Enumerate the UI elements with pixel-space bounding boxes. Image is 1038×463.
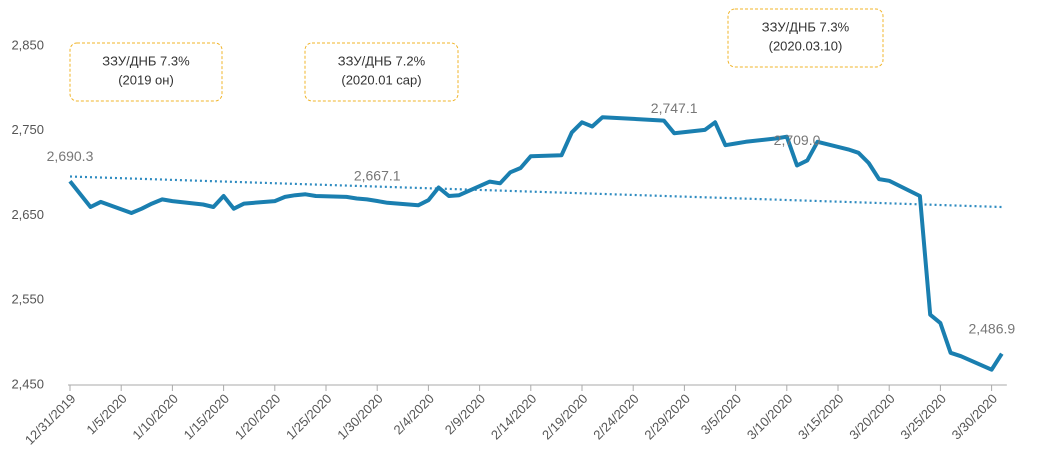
annotation-text: ЗЗУ/ДНБ 7.3% [102,53,190,68]
x-tick-label: 3/10/2020 [744,391,796,443]
x-tick-label: 3/15/2020 [795,391,847,443]
y-tick-label: 2,550 [11,292,44,307]
x-tick-label: 1/25/2020 [283,391,335,443]
y-tick-label: 2,650 [11,207,44,222]
y-tick-label: 2,450 [11,376,44,391]
x-tick-label: 12/31/2019 [22,391,79,448]
x-tick-label: 1/5/2020 [83,391,129,437]
x-tick-label: 1/20/2020 [232,391,284,443]
data-label: 2,667.1 [354,168,401,184]
x-tick-label: 2/9/2020 [442,391,488,437]
x-tick-label: 2/24/2020 [590,391,642,443]
series-line [68,115,1004,372]
data-label: 2,747.1 [651,100,698,116]
x-tick-label: 1/30/2020 [334,391,386,443]
annotation-box [69,42,223,102]
trend-line [69,175,1002,209]
annotation-text: ЗЗУ/ДНБ 7.3% [762,19,850,34]
x-tick-label: 1/15/2020 [181,391,233,443]
annotation-text: (2020.01 сар) [341,72,421,87]
x-tick-label: 3/5/2020 [698,391,744,437]
x-tick-label: 2/14/2020 [488,391,540,443]
x-tick-label: 3/30/2020 [949,391,1001,443]
annotation-text: ЗЗУ/ДНБ 7.2% [338,53,426,68]
annotation-box [727,8,884,68]
annotation-text: (2019 он) [118,72,174,87]
data-label: 2,486.9 [968,320,1015,336]
x-tick-label: 1/10/2020 [129,391,181,443]
y-tick-label: 2,750 [11,122,44,137]
annotation-text: (2020.03.10) [769,38,843,53]
x-tick-label: 2/4/2020 [391,391,437,437]
x-tick-label: 3/20/2020 [846,391,898,443]
x-tick-label: 2/19/2020 [539,391,591,443]
y-tick-label: 2,850 [11,37,44,52]
annotation-box [304,42,459,102]
data-label: 2,690.3 [47,148,94,164]
x-tick-label: 3/25/2020 [897,391,949,443]
x-tick-label: 2/29/2020 [641,391,693,443]
data-label: 2,709.0 [774,132,821,148]
